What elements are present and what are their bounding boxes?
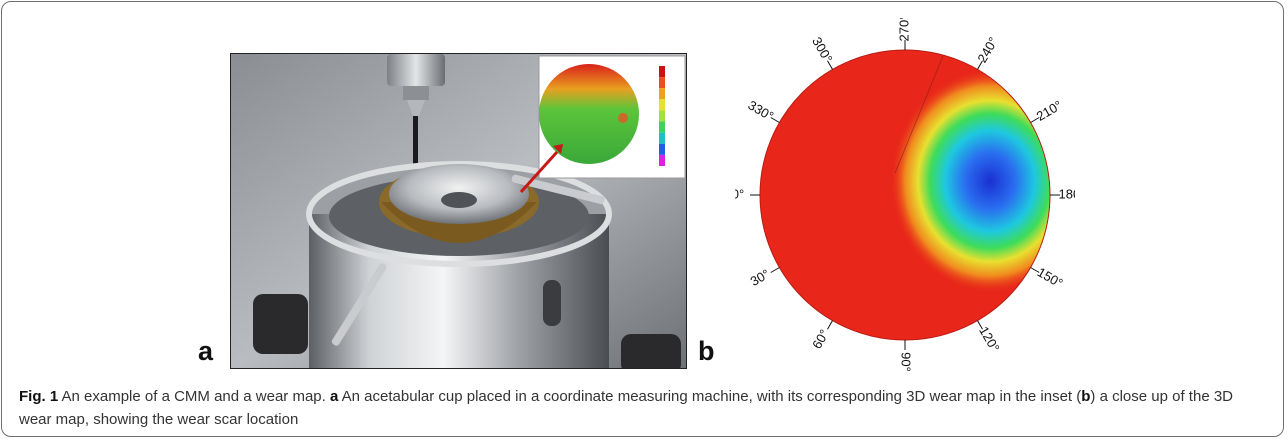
wear-map-polar: 0° 30° 60° 90° 120° 150° 180° 210° 240° 270° 300° 3… xyxy=(732,15,1086,373)
colorbar-swatch xyxy=(659,154,665,166)
colorbar-swatch xyxy=(659,88,665,100)
inset-colorbar xyxy=(659,66,665,166)
angle-label: 180° xyxy=(1059,186,1075,201)
colorbar-swatch xyxy=(659,110,665,122)
angle-tick xyxy=(827,320,833,330)
angle-tick xyxy=(1030,117,1040,123)
angle-label: 300° xyxy=(809,34,835,65)
colorbar-swatch xyxy=(659,121,665,133)
colorbar-swatch xyxy=(659,66,665,78)
wear-map-svg: 0° 30° 60° 90° 120° 150° 180° 210° 240° 270° 300° 3… xyxy=(732,15,1086,372)
angle-tick xyxy=(770,117,780,123)
angle-tick xyxy=(1030,267,1040,273)
colorbar-swatch xyxy=(659,77,665,89)
caption-b-text: ) a close up of the 3D wear map, showing… xyxy=(19,388,1234,428)
caption-fig-label: Fig. 1 xyxy=(19,388,59,405)
angle-tick xyxy=(827,60,833,70)
angle-tick xyxy=(977,320,983,330)
angle-label: 270° xyxy=(896,18,911,41)
caption-b-label: b xyxy=(1081,388,1091,405)
cmm-photo xyxy=(230,53,687,369)
angle-label: 0° xyxy=(735,186,744,201)
angle-tick xyxy=(770,267,780,273)
caption-a-label: a xyxy=(329,388,339,405)
panel-b-letter: b xyxy=(698,336,715,366)
angle-label: 240° xyxy=(974,34,1000,65)
figure-caption: Fig. 1 An example of a CMM and a wear ma… xyxy=(19,385,1269,431)
colorbar-swatch xyxy=(659,132,665,144)
angle-tick xyxy=(977,60,983,70)
angle-label: 150° xyxy=(1035,264,1066,290)
caption-intro: An example of a CMM and a wear map. xyxy=(61,388,326,405)
colorbar-swatch xyxy=(659,143,665,155)
colorbar-swatch xyxy=(659,99,665,111)
caption-a-text: An acetabular cup placed in a coordinate… xyxy=(341,388,1082,405)
angle-label: 30° xyxy=(748,266,773,289)
angle-label: 330° xyxy=(746,97,777,123)
angle-label: 210° xyxy=(1034,97,1065,123)
panel-a-letter: a xyxy=(198,336,214,366)
angle-label: 90° xyxy=(899,352,914,372)
angle-label: 120° xyxy=(976,324,1002,355)
angle-label: 60° xyxy=(809,327,832,352)
cmm-photo-illustration xyxy=(231,54,686,368)
